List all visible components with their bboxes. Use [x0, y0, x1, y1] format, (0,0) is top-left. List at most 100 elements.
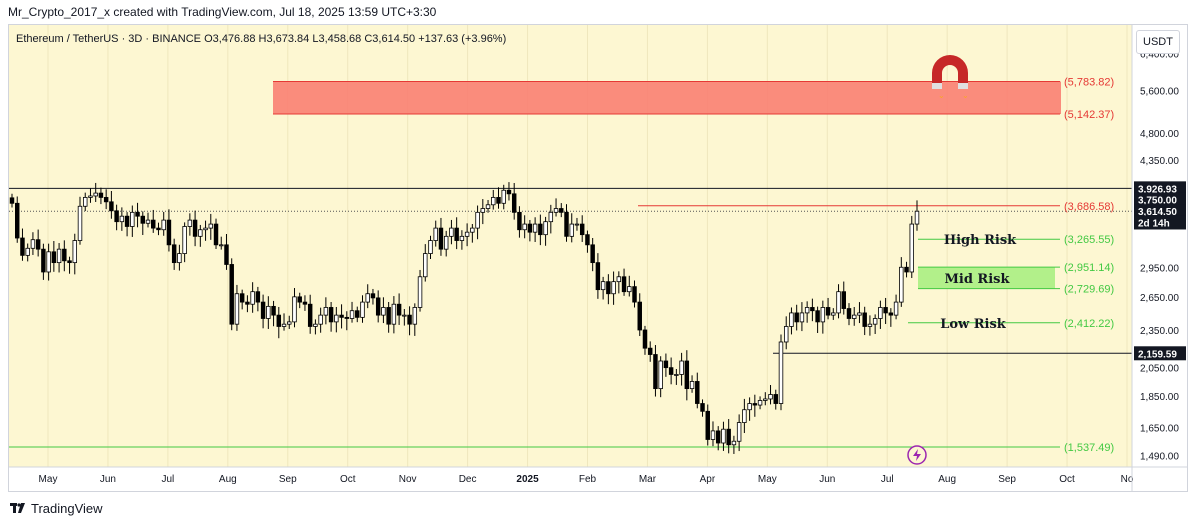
candle-body — [297, 296, 302, 303]
candle — [564, 204, 569, 242]
candle-body — [135, 211, 140, 217]
candle — [140, 211, 146, 236]
candle — [51, 240, 57, 272]
axes: May Jun Jul Aug Sep Oct Nov Dec 2025 Feb Mar Apr May… — [9, 25, 1188, 491]
candle — [893, 294, 899, 320]
candle — [171, 238, 177, 270]
y-tick-label: 1,850.00 — [1140, 392, 1179, 403]
price-badge-label: 3,750.00 — [1138, 196, 1177, 207]
candle — [909, 215, 914, 279]
candle — [124, 212, 130, 237]
candle-body — [559, 208, 564, 213]
candle — [266, 296, 271, 329]
candle — [763, 392, 768, 406]
spark-left: ⌄ — [938, 91, 945, 100]
candle — [98, 187, 104, 205]
event-bolt — [913, 449, 921, 461]
candle — [41, 243, 46, 280]
candle-body — [532, 223, 538, 233]
candle-body — [778, 341, 784, 404]
x-tick-label: May — [758, 474, 777, 485]
candle — [459, 230, 465, 250]
candle-body — [103, 197, 109, 203]
candle — [496, 187, 501, 209]
candle — [804, 301, 810, 323]
candle-body — [564, 211, 569, 237]
candle — [653, 345, 658, 397]
candle — [302, 295, 308, 311]
candle-body — [224, 244, 229, 265]
x-tick-label: Feb — [579, 474, 597, 485]
candle — [313, 319, 318, 335]
candle — [899, 257, 904, 307]
candle — [433, 220, 438, 247]
candle — [35, 229, 41, 257]
candle-body — [433, 227, 438, 241]
symbol-name: Ethereum / TetherUS · 3D · BINANCE — [16, 33, 202, 45]
candle — [334, 306, 339, 333]
candle-body — [344, 316, 350, 319]
candle-body — [166, 219, 172, 246]
candle — [412, 303, 418, 336]
candle-body — [407, 314, 412, 325]
candle — [862, 306, 867, 336]
candle-body — [130, 211, 135, 227]
candle-body — [302, 301, 308, 305]
candle — [15, 196, 20, 243]
ohlc-close: C3,614.50 — [364, 33, 416, 45]
price-badge-label: 2,159.59 — [1138, 349, 1177, 360]
candle-body — [375, 297, 381, 316]
lightning-icon — [907, 445, 927, 465]
y-tick-label: 4,800.00 — [1140, 129, 1179, 140]
candle-body — [815, 310, 820, 323]
candle — [250, 282, 255, 313]
candle-body — [62, 248, 67, 262]
candle-body — [789, 312, 794, 327]
candle — [161, 211, 166, 236]
tradingview-brand[interactable]: TradingView — [10, 501, 103, 516]
candle-body — [56, 248, 62, 264]
candle-body — [396, 303, 402, 316]
candle-body — [878, 307, 883, 319]
resistance-zone — [273, 81, 1061, 114]
candle-body — [438, 227, 444, 250]
candle — [846, 303, 852, 326]
price-badge: 3,926.93 — [1134, 181, 1186, 196]
candle — [789, 307, 794, 335]
candle — [480, 199, 486, 225]
candle — [700, 399, 705, 417]
candle — [255, 286, 261, 312]
candle-body — [799, 312, 805, 323]
x-tick-label: 2025 — [516, 474, 539, 485]
candle — [151, 209, 156, 233]
magnet-tip-left — [932, 83, 942, 89]
levels: (5,783.82) (5,142.37) (3,686.58) (3,265.55)… — [9, 77, 1132, 454]
candle-body — [679, 360, 684, 375]
candle-body — [527, 223, 533, 233]
candle — [752, 394, 758, 417]
candle — [349, 301, 355, 323]
magnet-tip-right — [958, 83, 968, 89]
candle-body — [548, 211, 554, 223]
candle — [88, 188, 93, 203]
candle-body — [161, 219, 166, 231]
candle-body — [292, 296, 297, 323]
candle — [810, 298, 815, 322]
currency-selector[interactable]: USDT — [1136, 30, 1180, 54]
candle — [381, 297, 386, 324]
candle-body — [449, 227, 454, 237]
candle — [156, 222, 161, 236]
candle — [130, 205, 135, 237]
candle — [799, 302, 805, 332]
candle — [72, 233, 78, 275]
candle-body — [726, 428, 731, 446]
candle-body — [417, 276, 423, 308]
candle — [198, 224, 203, 247]
candle-body — [412, 307, 418, 325]
candle-body — [846, 308, 852, 319]
price-badge-label: 2d 14h — [1138, 218, 1170, 229]
candle-body — [736, 422, 742, 442]
candle — [841, 281, 846, 315]
